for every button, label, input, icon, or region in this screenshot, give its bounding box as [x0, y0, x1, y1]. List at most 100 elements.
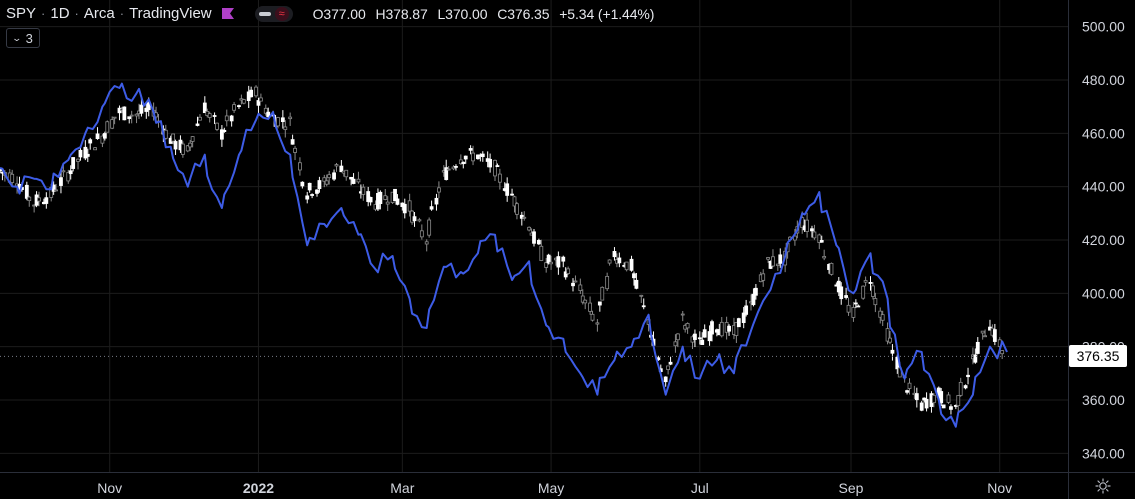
candle-body: [673, 341, 678, 347]
candle-body: [412, 216, 417, 222]
symbol-name[interactable]: SPY: [6, 5, 37, 22]
candle-body: [878, 310, 883, 318]
candle-body: [844, 295, 849, 298]
interval[interactable]: 1D: [50, 5, 70, 22]
x-tick-label: Jul: [691, 480, 709, 496]
candle-body: [139, 104, 144, 114]
candle-body: [751, 293, 756, 306]
last-price-tag: 376.35: [1069, 345, 1127, 368]
candle-body: [395, 198, 400, 205]
candle-body: [963, 385, 968, 389]
compare-line: [0, 82, 1008, 428]
candle-body: [110, 119, 115, 129]
candle-body: [527, 226, 532, 231]
candle-body: [122, 106, 127, 121]
indicators-toggle-button[interactable]: ⌄ 3: [6, 28, 40, 48]
candle-body: [368, 196, 373, 203]
x-tick-label: Nov: [97, 480, 122, 496]
candle-body: [298, 162, 302, 171]
candle-body: [349, 176, 354, 180]
candle-body: [427, 219, 432, 236]
open-value: O377.00: [312, 5, 366, 22]
candle-body: [680, 313, 685, 316]
candle-body: [532, 231, 536, 244]
candle-body: [612, 251, 617, 258]
visibility-toggle[interactable]: ≈: [254, 5, 293, 22]
candle-body: [744, 305, 749, 315]
candle-body: [493, 159, 497, 177]
y-tick-label: 360.00: [1082, 392, 1125, 408]
candle-body: [212, 115, 217, 117]
candle-body: [924, 398, 929, 409]
separator: ·: [119, 6, 125, 21]
candle-body: [885, 328, 890, 342]
candle-body: [190, 136, 195, 142]
candle-body: [873, 298, 878, 306]
candle-body: [100, 135, 105, 144]
candle-body: [454, 165, 458, 168]
candle-body: [578, 284, 583, 291]
candle-body: [810, 228, 814, 232]
candle-body: [446, 168, 451, 171]
candle-body: [605, 276, 610, 290]
candle-body: [263, 107, 268, 114]
candle-body: [693, 333, 697, 340]
candle-body: [61, 170, 66, 173]
candle-body: [188, 142, 193, 148]
candle-body: [83, 146, 88, 159]
candle-body: [59, 177, 63, 186]
symbol-legend[interactable]: SPY · 1D · Arca · TradingView ≈ O377.00 …: [6, 5, 660, 22]
flag-icon[interactable]: [221, 7, 235, 20]
candle-body: [634, 279, 639, 289]
candle-body: [241, 99, 246, 104]
candle-body: [198, 116, 202, 121]
x-tick-label: Mar: [390, 480, 414, 496]
candle-body: [300, 181, 305, 187]
candle-body: [54, 189, 58, 192]
candle-body: [78, 149, 83, 158]
compare-line-series: [0, 82, 1008, 428]
approx-icon[interactable]: ≈: [274, 6, 289, 21]
gear-icon[interactable]: [1095, 478, 1111, 494]
candle-body: [778, 254, 783, 264]
candle-body: [215, 122, 219, 130]
x-tick-label: 2022: [243, 480, 274, 496]
candle-body: [393, 188, 397, 202]
indicator-count: 3: [25, 30, 33, 46]
candle-body: [966, 374, 970, 378]
candle-body: [685, 323, 690, 329]
candle-body: [766, 257, 770, 260]
candle-body: [76, 158, 80, 162]
candle-body: [536, 240, 541, 245]
candle-body: [68, 170, 73, 175]
candle-body: [958, 381, 963, 396]
candle-body: [707, 331, 712, 342]
candle-body: [775, 263, 780, 266]
candle-body: [429, 206, 434, 210]
candle-body: [561, 256, 566, 262]
candle-body: [127, 116, 132, 120]
candle-body: [27, 196, 32, 201]
candle-body: [361, 186, 366, 195]
y-tick-label: 440.00: [1082, 179, 1125, 195]
candle-body: [134, 113, 139, 117]
candle-body: [515, 203, 519, 215]
candle-body: [95, 133, 100, 140]
candle-body: [1000, 350, 1005, 355]
candle-body: [88, 139, 93, 144]
candle-body: [283, 126, 288, 130]
candle-body: [556, 256, 561, 268]
low-value: L370.00: [437, 5, 488, 22]
candle-body: [351, 178, 356, 184]
y-tick-label: 420.00: [1082, 232, 1125, 248]
candle-body: [890, 349, 895, 354]
candle-body: [505, 183, 510, 196]
time-axis[interactable]: Nov 2022 Mar May Jul Sep Nov: [0, 472, 1135, 497]
hide-icon[interactable]: [258, 11, 271, 16]
separator: ·: [74, 6, 79, 21]
y-tick-label: 400.00: [1082, 285, 1125, 301]
price-axis[interactable]: 340.00360.00380.00400.00420.00440.00460.…: [1068, 0, 1126, 499]
candle-body: [861, 285, 866, 299]
